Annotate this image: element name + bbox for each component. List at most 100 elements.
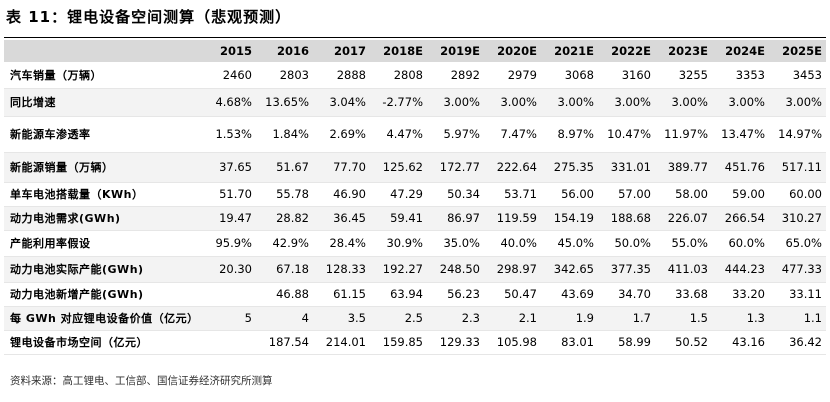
table-cell: 50.0% — [614, 236, 651, 250]
table-cell: 28.4% — [329, 236, 366, 250]
table-cell: 2808 — [393, 67, 423, 82]
table-cell: 46.88 — [276, 287, 309, 301]
table-cell: 33.11 — [789, 287, 822, 301]
table-row: 新能源车渗透率 1.53% 1.84% 2.69% 4.47% 5.97% 7.47% 8.9… — [4, 116, 826, 152]
table-cell: 3.00% — [655, 88, 712, 116]
table-cell: 377.35 — [598, 256, 655, 282]
table-cell: 37.65 — [199, 152, 256, 182]
table-cell: 1.53% — [215, 127, 252, 141]
table-cell: 477.33 — [769, 256, 826, 282]
table-cell: 58.99 — [618, 335, 651, 349]
column-header: 2016 — [256, 40, 313, 62]
table-cell: 1.84% — [272, 127, 309, 141]
table-cell: 50.52 — [675, 335, 708, 349]
title-rule — [4, 37, 826, 38]
table-cell: 11.97% — [664, 127, 708, 141]
table-cell: 3.00% — [484, 88, 541, 116]
table-cell: 266.54 — [712, 206, 769, 230]
table-cell: 36.45 — [313, 206, 370, 230]
table-cell: 2.1 — [484, 306, 541, 330]
table-cell: 60.0% — [728, 236, 765, 250]
table-cell: 275.35 — [541, 152, 598, 182]
table-cell: 8.97% — [557, 127, 594, 141]
table-cell: 2803 — [279, 67, 309, 82]
table-cell: 56.23 — [447, 287, 480, 301]
table-cell: 50.34 — [447, 187, 480, 201]
table-cell: 214.01 — [325, 335, 366, 349]
table-cell: 55.78 — [276, 187, 309, 201]
column-header: 2018E — [370, 40, 427, 62]
row-label: 单车电池搭载量（KWh） — [10, 188, 144, 201]
table-cell: 444.23 — [712, 256, 769, 282]
column-header: 2025E — [769, 40, 826, 62]
table-cell: 342.65 — [541, 256, 598, 282]
table-cell: 4.68% — [199, 88, 256, 116]
table-cell: 83.01 — [561, 335, 594, 349]
table-cell: 47.29 — [390, 187, 423, 201]
table-cell: 42.9% — [272, 236, 309, 250]
table-cell: 14.97% — [778, 127, 822, 141]
column-header: 2017 — [313, 40, 370, 62]
row-label: 动力电池实际产能(GWh) — [4, 256, 199, 282]
row-label: 动力电池需求(GWh) — [4, 206, 199, 230]
table-cell: 298.97 — [484, 256, 541, 282]
table-cell: 30.9% — [386, 236, 423, 250]
table-cell: 13.47% — [721, 127, 765, 141]
table-cell: 58.00 — [675, 187, 708, 201]
table-row: 每 GWh 对应锂电设备价值（亿元） 5 4 3.5 2.5 2.3 2.1 1.9 1.7 1.… — [4, 306, 826, 330]
column-header: 2021E — [541, 40, 598, 62]
table-cell: 3160 — [621, 67, 651, 82]
table-cell: 159.85 — [382, 335, 423, 349]
table-cell: 95.9% — [215, 236, 252, 250]
table-row: 动力电池实际产能(GWh) 20.30 67.18 128.33 192.27 248.5… — [4, 256, 826, 282]
table-cell: 51.70 — [219, 187, 252, 201]
table-cell: 19.47 — [199, 206, 256, 230]
data-table: 2015 2016 2017 2018E 2019E 2020E 2021E 2022E 202… — [4, 40, 826, 355]
table-cell: 45.0% — [557, 236, 594, 250]
table-cell: 389.77 — [655, 152, 712, 182]
table-cell: 154.19 — [541, 206, 598, 230]
table-cell: 4 — [256, 306, 313, 330]
table-cell: 2.5 — [370, 306, 427, 330]
table-cell: 65.0% — [785, 236, 822, 250]
table-cell: 3353 — [735, 67, 765, 82]
table-cell: 1.9 — [541, 306, 598, 330]
table-cell: 188.68 — [598, 206, 655, 230]
column-header: 2020E — [484, 40, 541, 62]
header-row: 2015 2016 2017 2018E 2019E 2020E 2021E 2022E 202… — [4, 40, 826, 62]
table-cell: 3.00% — [427, 88, 484, 116]
table-cell: 105.98 — [496, 335, 537, 349]
table-cell: 248.50 — [427, 256, 484, 282]
table-cell: 310.27 — [769, 206, 826, 230]
table-cell: 77.70 — [313, 152, 370, 182]
row-label: 新能源销量（万辆） — [4, 152, 199, 182]
table-cell: 3.00% — [712, 88, 769, 116]
table-cell: 1.1 — [769, 306, 826, 330]
table-cell: 86.97 — [427, 206, 484, 230]
table-row: 汽车销量（万辆） 2460 2803 2888 2808 2892 2979 3068 3160… — [4, 62, 826, 88]
table-cell: 40.0% — [500, 236, 537, 250]
table-cell: 5 — [199, 306, 256, 330]
table-cell: 192.27 — [370, 256, 427, 282]
table-cell: 67.18 — [256, 256, 313, 282]
table-cell: 119.59 — [484, 206, 541, 230]
table-cell: 128.33 — [313, 256, 370, 282]
table-cell: 1.5 — [655, 306, 712, 330]
empty-cell — [199, 330, 256, 354]
table-row: 动力电池新增产能(GWh) 46.88 61.15 63.94 56.23 50.47 43… — [4, 282, 826, 306]
table-cell: 129.33 — [439, 335, 480, 349]
empty-cell — [199, 282, 256, 306]
table-cell: 35.0% — [443, 236, 480, 250]
table-cell: 411.03 — [655, 256, 712, 282]
column-header: 2022E — [598, 40, 655, 62]
table-cell: 63.94 — [390, 287, 423, 301]
table-cell: 59.41 — [370, 206, 427, 230]
table-cell: 3.5 — [313, 306, 370, 330]
table-cell: 55.0% — [671, 236, 708, 250]
table-cell: 125.62 — [370, 152, 427, 182]
table-cell: 2.3 — [427, 306, 484, 330]
table-cell: 36.42 — [789, 335, 822, 349]
table-row: 单车电池搭载量（KWh） 51.70 55.78 46.90 47.29 50.34 53.… — [4, 182, 826, 206]
row-label: 同比增速 — [4, 88, 199, 116]
table-cell: 2.69% — [329, 127, 366, 141]
